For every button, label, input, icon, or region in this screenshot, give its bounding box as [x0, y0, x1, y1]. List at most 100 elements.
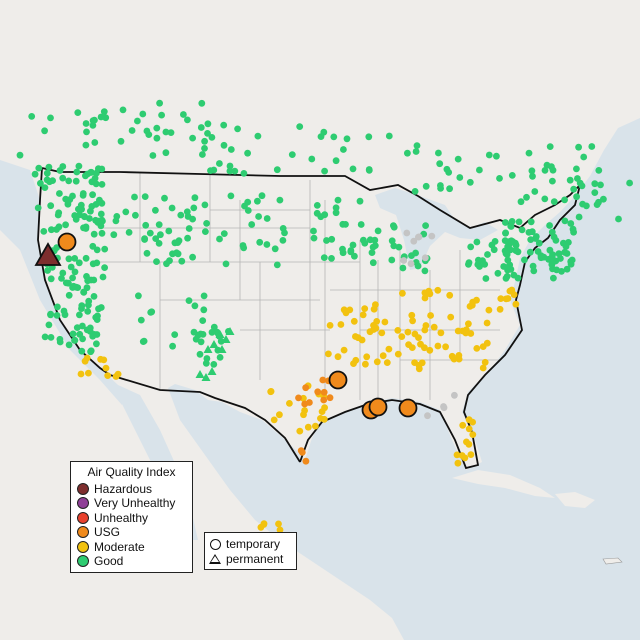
- monitor-point: [273, 166, 281, 174]
- monitor-point: [119, 106, 127, 114]
- monitor-point: [95, 305, 102, 313]
- monitor-point: [45, 321, 53, 329]
- cuba: [452, 470, 555, 498]
- monitor-point: [248, 221, 256, 228]
- monitor-point: [197, 124, 205, 131]
- monitor-point: [62, 195, 70, 203]
- monitor-point: [255, 213, 262, 220]
- monitor-point: [178, 257, 186, 265]
- monitor-point: [84, 277, 92, 285]
- monitor-point: [422, 182, 430, 190]
- monitor-point: [87, 207, 94, 215]
- monitor-point: [496, 175, 503, 182]
- monitor-point: [573, 165, 580, 173]
- monitor-point: [260, 521, 268, 528]
- monitor-point: [561, 217, 569, 225]
- monitor-point: [56, 338, 64, 346]
- monitor-point: [454, 155, 462, 163]
- monitor-point: [175, 237, 183, 245]
- monitor-point: [310, 234, 318, 242]
- monitor-point: [141, 235, 149, 243]
- monitor-point: [64, 200, 72, 208]
- monitor-point: [517, 198, 525, 206]
- monitor-point: [258, 192, 266, 200]
- monitor-point: [201, 145, 208, 152]
- site-label-permanent: permanent: [226, 551, 284, 566]
- monitor-point: [75, 205, 82, 213]
- monitor-point: [521, 256, 528, 264]
- monitor-point: [43, 169, 51, 177]
- site-label-temporary: temporary: [226, 537, 281, 551]
- monitor-point: [476, 166, 483, 174]
- monitor-point: [502, 274, 510, 282]
- monitor-point: [321, 404, 328, 412]
- monitor-point: [276, 196, 284, 204]
- site-row-temporary: temporary: [209, 537, 292, 552]
- monitor-point: [77, 370, 85, 378]
- monitor-point: [47, 311, 54, 319]
- monitor-point: [162, 128, 170, 136]
- monitor-point: [153, 134, 161, 142]
- monitor-point: [490, 246, 498, 254]
- monitor-point: [69, 330, 77, 338]
- monitor-point: [89, 117, 97, 124]
- monitor-point: [100, 356, 108, 364]
- monitor-point: [40, 228, 48, 235]
- monitor-point: [263, 215, 271, 222]
- monitor-point: [97, 113, 105, 121]
- monitor-point: [523, 193, 530, 201]
- usg-temporary-monitor: [328, 370, 348, 390]
- monitor-point: [80, 213, 88, 220]
- monitor-point: [152, 206, 159, 214]
- monitor-point: [459, 421, 467, 429]
- monitor-point: [434, 342, 442, 350]
- monitor-point: [83, 128, 90, 136]
- monitor-point: [500, 263, 508, 270]
- monitor-point: [426, 290, 434, 298]
- monitor-point: [286, 400, 293, 407]
- monitor-point: [404, 149, 411, 157]
- monitor-point: [317, 213, 325, 221]
- monitor-point: [104, 372, 112, 379]
- monitor-point: [394, 350, 402, 358]
- monitor-point: [385, 345, 393, 353]
- monitor-point: [183, 208, 191, 216]
- monitor-point: [546, 222, 553, 229]
- monitor-point: [65, 255, 73, 263]
- legend-row-hazardous: Hazardous: [77, 482, 186, 497]
- monitor-point: [263, 241, 271, 248]
- monitor-point: [588, 143, 596, 150]
- monitor-point: [94, 312, 101, 320]
- monitor-point: [454, 327, 462, 335]
- monitor-point: [326, 394, 334, 402]
- monitor-point: [185, 225, 193, 232]
- monitor-point: [485, 306, 493, 314]
- monitor-point: [363, 353, 371, 361]
- monitor-point: [561, 248, 569, 256]
- monitor-point: [222, 260, 230, 268]
- legend-label: Very Unhealthy: [94, 496, 176, 510]
- monitor-point: [485, 151, 493, 159]
- monitor-point: [75, 162, 83, 170]
- monitor-point: [92, 216, 99, 224]
- monitor-point: [62, 221, 69, 229]
- monitor-point: [167, 129, 175, 137]
- monitor-point: [153, 258, 160, 265]
- monitor-point: [300, 394, 307, 402]
- monitor-point: [98, 165, 106, 173]
- monitor-point: [142, 221, 150, 229]
- monitor-point: [541, 195, 549, 203]
- monitor-point: [79, 322, 86, 330]
- monitor-point: [141, 193, 149, 201]
- monitor-point: [203, 355, 211, 362]
- monitor-point: [313, 202, 321, 209]
- monitor-point: [82, 141, 90, 149]
- monitor-point: [541, 167, 549, 174]
- monitor-point: [190, 328, 198, 336]
- monitor-point: [482, 275, 490, 282]
- usg-temporary-monitor: [57, 232, 77, 252]
- monitor-point: [421, 254, 429, 262]
- monitor-point: [469, 418, 476, 426]
- monitor-point: [515, 218, 523, 226]
- monitor-point: [453, 451, 461, 459]
